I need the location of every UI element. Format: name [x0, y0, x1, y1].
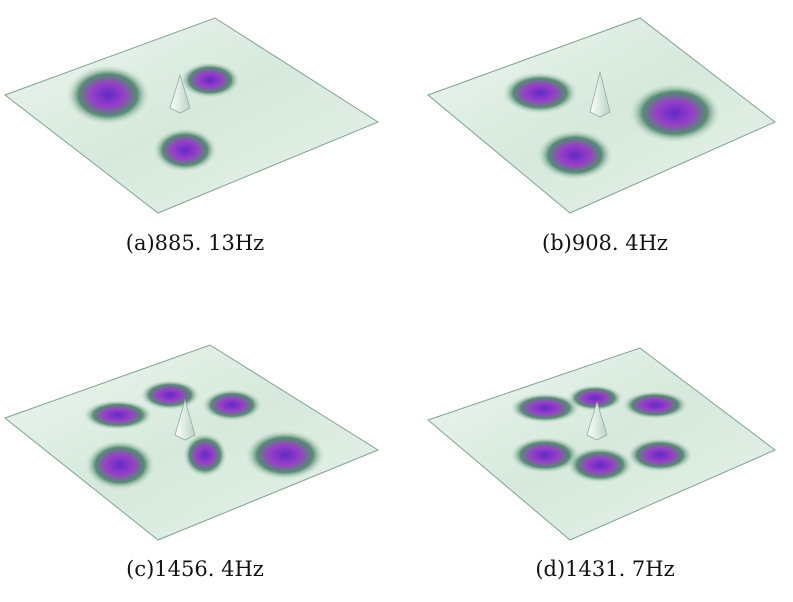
mode-shape	[3, 17, 380, 214]
plate	[3, 17, 380, 214]
panels	[3, 17, 776, 541]
mode-lobe	[183, 433, 227, 477]
mode-lobe	[510, 393, 580, 423]
cone	[174, 398, 196, 441]
mode-lobe	[83, 400, 153, 430]
mode-lobe	[153, 128, 217, 172]
mode-lobe	[245, 430, 325, 480]
mode-lobe	[140, 380, 200, 410]
mode-shape	[3, 344, 380, 541]
mode-lobe	[502, 72, 578, 114]
mode-shape	[427, 17, 776, 214]
caption: (a)885. 13Hz	[126, 231, 264, 255]
mode-lobe	[180, 62, 240, 98]
mode-lobe	[510, 437, 580, 473]
caption: (b)908. 4Hz	[542, 231, 668, 255]
mode-lobe	[85, 440, 155, 490]
mode-lobe	[629, 83, 721, 143]
mode-lobe	[202, 389, 262, 421]
mode-shape	[427, 347, 776, 541]
mode-lobe	[537, 130, 613, 180]
mode-lobe	[567, 385, 623, 411]
caption: (d)1431. 7Hz	[535, 557, 674, 581]
cone	[589, 71, 611, 118]
mode-lobe	[627, 438, 693, 472]
cone	[169, 73, 191, 114]
mode-lobe	[567, 447, 633, 483]
plate	[427, 347, 776, 541]
mode-lobe	[66, 65, 150, 125]
cone	[586, 400, 608, 441]
caption: (c)1456. 4Hz	[126, 557, 264, 581]
mode-lobe	[622, 391, 688, 419]
